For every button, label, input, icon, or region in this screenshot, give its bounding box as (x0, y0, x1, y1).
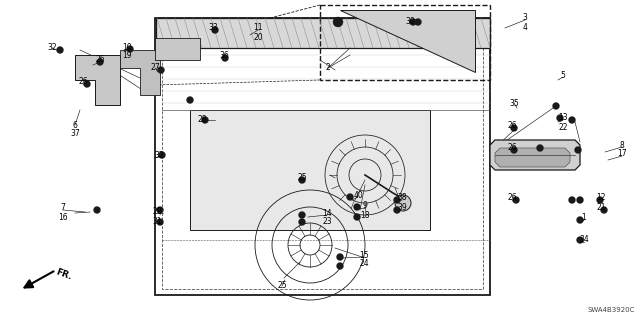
Circle shape (353, 204, 360, 211)
Circle shape (346, 194, 353, 201)
Circle shape (577, 197, 584, 204)
Circle shape (568, 116, 575, 123)
Text: 38: 38 (397, 194, 407, 203)
Circle shape (394, 197, 401, 204)
Circle shape (298, 211, 305, 219)
Text: 1: 1 (582, 213, 586, 222)
Text: 17: 17 (617, 150, 627, 159)
Text: 14: 14 (322, 209, 332, 218)
Text: 11: 11 (253, 24, 263, 33)
Text: 13: 13 (558, 114, 568, 122)
Circle shape (415, 19, 422, 26)
Text: 40: 40 (353, 190, 363, 199)
Text: 26: 26 (507, 144, 517, 152)
Text: 19: 19 (122, 51, 132, 61)
Text: 35: 35 (509, 99, 519, 108)
Circle shape (552, 102, 559, 109)
Text: 26: 26 (507, 122, 517, 130)
Circle shape (333, 17, 343, 27)
Circle shape (157, 66, 164, 73)
Polygon shape (190, 110, 430, 230)
Text: 29: 29 (152, 206, 162, 216)
Text: 25: 25 (297, 174, 307, 182)
Text: 26: 26 (78, 78, 88, 86)
Circle shape (83, 80, 90, 87)
Circle shape (577, 236, 584, 243)
Text: 10: 10 (122, 42, 132, 51)
Circle shape (211, 26, 218, 33)
Circle shape (157, 219, 163, 226)
Text: 8: 8 (620, 140, 625, 150)
Circle shape (511, 124, 518, 131)
Circle shape (337, 254, 344, 261)
Text: 32: 32 (47, 43, 57, 53)
Text: 33: 33 (208, 24, 218, 33)
Text: 36: 36 (219, 50, 229, 60)
Text: 28: 28 (197, 115, 207, 124)
Circle shape (157, 206, 163, 213)
Circle shape (600, 206, 607, 213)
Text: 20: 20 (253, 33, 263, 41)
Circle shape (298, 219, 305, 226)
Text: 3: 3 (523, 13, 527, 23)
Text: 26: 26 (95, 56, 105, 64)
Circle shape (202, 116, 209, 123)
Circle shape (337, 263, 344, 270)
Circle shape (568, 197, 575, 204)
Polygon shape (75, 55, 120, 105)
Circle shape (577, 217, 584, 224)
Circle shape (410, 19, 417, 26)
Text: 24: 24 (359, 259, 369, 269)
Circle shape (93, 206, 100, 213)
Circle shape (557, 115, 563, 122)
Text: 37: 37 (70, 130, 80, 138)
Text: 31: 31 (152, 218, 162, 226)
Polygon shape (120, 50, 160, 95)
Text: 4: 4 (523, 23, 527, 32)
Text: 15: 15 (359, 250, 369, 259)
Text: 6: 6 (72, 121, 77, 130)
Circle shape (298, 176, 305, 183)
Circle shape (536, 145, 543, 152)
Circle shape (513, 197, 520, 204)
Circle shape (186, 97, 193, 103)
Text: 16: 16 (58, 212, 68, 221)
Circle shape (511, 146, 518, 153)
Text: FR.: FR. (54, 267, 72, 281)
Polygon shape (156, 18, 490, 48)
Text: 5: 5 (561, 70, 565, 79)
Text: 23: 23 (322, 218, 332, 226)
Circle shape (127, 46, 134, 53)
Circle shape (353, 213, 360, 220)
Circle shape (596, 197, 604, 204)
Text: 12: 12 (596, 194, 605, 203)
Circle shape (395, 195, 411, 211)
Text: 27: 27 (150, 63, 160, 72)
Circle shape (394, 206, 401, 213)
Text: 32: 32 (154, 151, 164, 160)
Text: 2: 2 (326, 63, 330, 72)
Text: 9: 9 (363, 202, 367, 211)
Polygon shape (155, 38, 200, 60)
Text: 39: 39 (397, 203, 407, 211)
Circle shape (56, 47, 63, 54)
Text: 25: 25 (277, 281, 287, 291)
Circle shape (97, 58, 104, 65)
Circle shape (221, 55, 228, 62)
Circle shape (575, 146, 582, 153)
Text: 30: 30 (405, 18, 415, 26)
Text: 26: 26 (507, 194, 517, 203)
Text: 34: 34 (579, 235, 589, 244)
Circle shape (159, 152, 166, 159)
Polygon shape (490, 140, 580, 170)
Polygon shape (495, 148, 570, 167)
Polygon shape (340, 10, 475, 72)
Text: 18: 18 (360, 211, 370, 219)
Text: 21: 21 (596, 203, 605, 211)
Text: 7: 7 (61, 204, 65, 212)
Text: SWA4B3920C: SWA4B3920C (588, 307, 635, 313)
Text: 22: 22 (558, 122, 568, 131)
